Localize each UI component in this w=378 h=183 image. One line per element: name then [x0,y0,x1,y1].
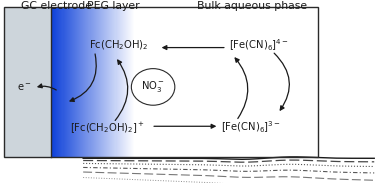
Bar [91,7,93,157]
Bar [88,7,90,157]
Text: Bulk aqueous phase: Bulk aqueous phase [197,1,307,11]
Bar [132,7,134,157]
Bar [123,7,124,157]
Bar [112,7,114,157]
Text: PEG layer: PEG layer [87,1,139,11]
Bar [124,7,125,157]
Bar [131,7,133,157]
Bar [54,7,56,157]
Text: e$^-$: e$^-$ [17,82,32,93]
Bar [98,7,99,157]
Bar [122,7,124,157]
Bar [110,7,112,157]
Bar [4,7,51,157]
Bar [125,7,127,157]
Bar [130,7,132,157]
Bar [107,7,109,157]
Bar [134,7,318,157]
Bar [105,7,107,157]
Bar [129,7,131,157]
Text: [Fe(CN)$_6$]$^{3-}$: [Fe(CN)$_6$]$^{3-}$ [222,119,281,135]
Bar [74,7,76,157]
Bar [61,7,63,157]
Bar [59,7,61,157]
Bar [87,7,89,157]
Bar [68,7,70,157]
Bar [51,7,53,157]
Bar [79,7,81,157]
Text: Fc(CH$_2$OH)$_2$: Fc(CH$_2$OH)$_2$ [89,38,149,52]
Bar [97,7,99,157]
Bar [67,7,68,157]
Bar [76,7,78,157]
Bar [116,7,118,157]
Bar [102,7,104,157]
Bar [104,7,106,157]
Bar [113,7,115,157]
Bar [109,7,111,157]
Bar [86,7,88,157]
Bar [101,7,103,157]
Bar [111,7,113,157]
Bar [78,7,80,157]
Bar [53,7,55,157]
Bar [96,7,98,157]
Text: NO$_3^-$: NO$_3^-$ [141,79,165,94]
Bar [116,7,117,157]
Text: [Fe(CN)$_6$]$^{4-}$: [Fe(CN)$_6$]$^{4-}$ [229,37,289,53]
Text: GC electrode: GC electrode [21,1,92,11]
Bar [121,7,122,157]
Bar [106,7,108,157]
Bar [93,7,94,157]
Bar [55,7,57,157]
Bar [69,7,70,157]
Bar [82,7,84,157]
Bar [85,7,87,157]
Bar [72,7,74,157]
Bar [90,7,92,157]
Bar [133,7,135,157]
Ellipse shape [132,69,175,105]
Bar [80,7,82,157]
Bar [56,7,58,157]
Bar [60,7,62,157]
Bar [58,7,60,157]
Bar [70,7,71,157]
Bar [100,7,102,157]
Bar [84,7,86,157]
Bar [65,7,67,157]
Bar [4,7,318,157]
Bar [83,7,85,157]
Bar [57,7,59,157]
Bar [118,7,119,157]
Bar [127,7,129,157]
Bar [66,7,67,157]
Bar [94,7,96,157]
Bar [103,7,105,157]
Text: [Fc(CH$_2$OH)$_2$]$^+$: [Fc(CH$_2$OH)$_2$]$^+$ [70,120,145,135]
Bar [119,7,121,157]
Bar [119,7,120,157]
Bar [52,7,54,157]
Bar [75,7,77,157]
Bar [99,7,101,157]
Bar [115,7,116,157]
Bar [90,7,91,157]
Bar [108,7,110,157]
Bar [77,7,79,157]
Bar [94,7,95,157]
Bar [128,7,130,157]
Bar [62,7,64,157]
Bar [81,7,83,157]
Bar [71,7,73,157]
Bar [64,7,65,157]
Bar [73,7,74,157]
Bar [126,7,128,157]
